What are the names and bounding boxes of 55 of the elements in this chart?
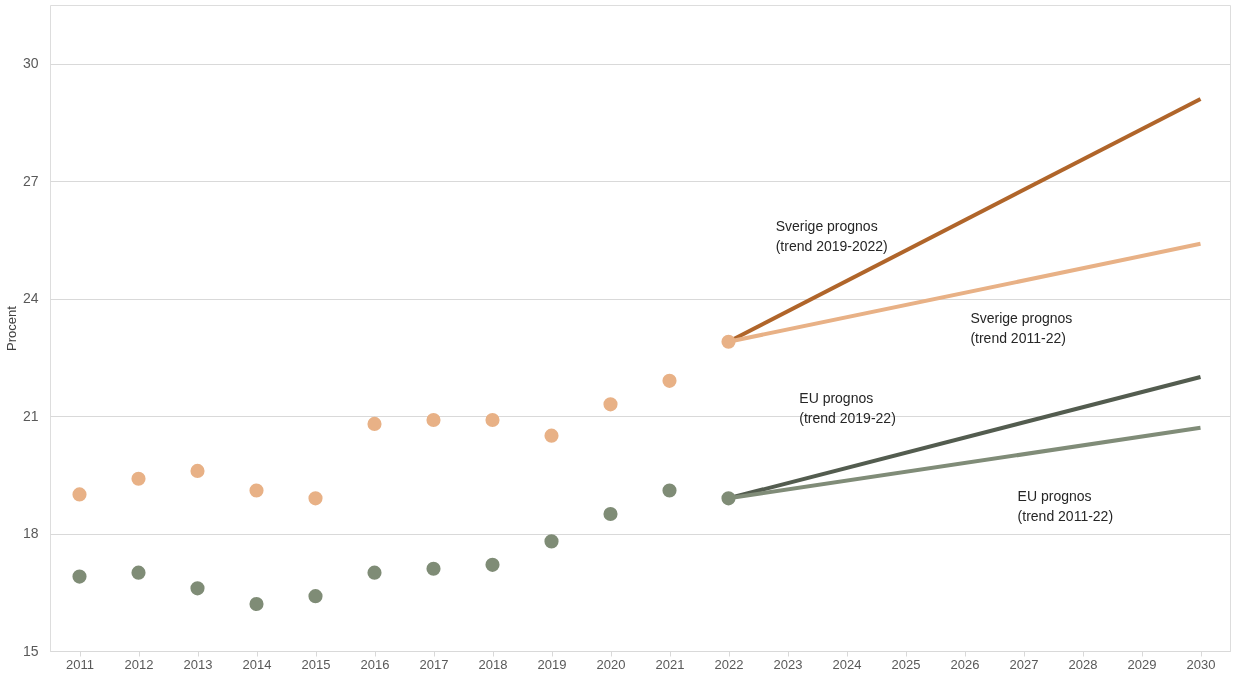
x-tick-label: 2019 — [537, 656, 567, 672]
x-tick-label: 2020 — [596, 656, 626, 672]
x-tick-label: 2017 — [419, 656, 449, 672]
point — [72, 569, 87, 584]
point — [367, 416, 382, 431]
point — [662, 373, 677, 388]
x-tick-label: 2016 — [360, 656, 390, 672]
point — [603, 506, 618, 522]
point — [544, 428, 559, 443]
y-tick-label: 24 — [22, 290, 39, 307]
x-tick-label: 2028 — [1068, 656, 1098, 672]
point — [662, 483, 677, 498]
x-tick-label: 2030 — [1186, 656, 1216, 672]
series-label: Sverige prognos (trend 2011-22) — [970, 310, 1073, 347]
series-label: EU prognos (trend 2019-22) — [799, 390, 896, 427]
x-tick-label: 2021 — [655, 656, 685, 672]
x-tick-label: 2023 — [773, 656, 803, 672]
point — [485, 557, 500, 572]
y-axis-title: Procent — [3, 305, 19, 351]
x-tick-label: 2013 — [183, 656, 213, 672]
x-tick-label: 2024 — [832, 656, 862, 672]
y-tick-label: 30 — [22, 55, 39, 72]
point — [721, 334, 736, 349]
x-tick-label: 2014 — [242, 656, 272, 672]
point — [190, 463, 205, 478]
x-tick-label: 2012 — [124, 656, 154, 672]
point — [308, 589, 323, 604]
x-tick-label: 2018 — [478, 656, 508, 672]
point — [426, 412, 441, 428]
y-tick-label: 21 — [22, 407, 39, 424]
y-tick-label: 27 — [22, 172, 39, 189]
y-tick-label: 18 — [22, 525, 39, 542]
point — [367, 565, 382, 580]
x-tick-label: 2027 — [1009, 656, 1039, 672]
point — [308, 491, 323, 506]
point — [72, 487, 87, 502]
point — [249, 596, 264, 612]
x-tick-label: 2025 — [891, 656, 921, 672]
point — [131, 471, 146, 486]
point — [249, 483, 264, 498]
point — [721, 491, 736, 506]
point — [426, 561, 441, 576]
x-tick-label: 2015 — [301, 656, 331, 672]
x-tick-label: 2022 — [714, 656, 744, 672]
point — [131, 565, 146, 580]
point — [544, 534, 559, 549]
series-label: Sverige prognos (trend 2019-2022) — [775, 217, 888, 254]
x-tick-label: 2029 — [1127, 656, 1157, 672]
point — [190, 581, 205, 596]
point — [603, 397, 618, 412]
y-tick-label: 15 — [22, 642, 39, 659]
x-tick-label: 2011 — [66, 656, 94, 672]
x-tick-label: 2026 — [950, 656, 980, 672]
point — [485, 412, 500, 428]
text: EU prognos (trend 2011-22) — [1017, 488, 1114, 525]
